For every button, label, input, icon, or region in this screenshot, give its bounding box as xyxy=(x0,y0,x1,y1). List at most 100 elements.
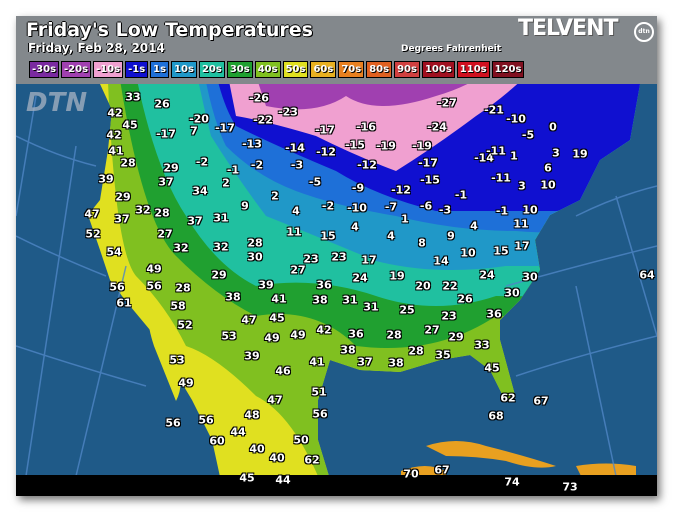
temperature-label: -10 xyxy=(506,112,526,126)
temperature-label: 33 xyxy=(474,338,490,352)
temperature-label: 23 xyxy=(441,309,457,323)
temperature-label: 31 xyxy=(363,300,379,314)
cuba xyxy=(426,441,556,468)
temperature-label: 35 xyxy=(435,348,451,362)
temperature-label: 68 xyxy=(488,409,504,423)
temperature-label: 11 xyxy=(286,225,302,239)
temperature-label: 22 xyxy=(442,279,458,293)
temperature-label: 7 xyxy=(190,124,198,138)
temperature-map-graphic xyxy=(16,84,657,496)
temperature-label: -1 xyxy=(454,188,468,202)
telvent-logo: TELVENT xyxy=(518,16,618,41)
legend-chip: 70s xyxy=(338,61,365,78)
temperature-label: 3 xyxy=(552,146,560,160)
temperature-label: 20 xyxy=(415,279,431,293)
temperature-label: -5 xyxy=(521,128,535,142)
temperature-label: 27 xyxy=(290,263,306,277)
temperature-label: 38 xyxy=(388,356,404,370)
temperature-label: -24 xyxy=(427,120,447,134)
temperature-label: 33 xyxy=(125,90,141,104)
temperature-label: -10 xyxy=(347,201,367,215)
temperature-label: -1 xyxy=(495,204,509,218)
temperature-label: 28 xyxy=(154,206,170,220)
temperature-label: 47 xyxy=(84,207,100,221)
temperature-label: 42 xyxy=(316,323,332,337)
temperature-label: 64 xyxy=(639,268,655,282)
temperature-label: 38 xyxy=(225,290,241,304)
temperature-bands xyxy=(88,84,640,486)
temperature-label: 73 xyxy=(562,480,578,494)
temperature-label: 1 xyxy=(401,212,409,226)
temperature-label: -17 xyxy=(156,127,176,141)
temperature-label: 39 xyxy=(258,278,274,292)
temperature-label: -21 xyxy=(484,103,504,117)
temperature-label: -9 xyxy=(351,181,365,195)
temperature-label: 24 xyxy=(479,268,495,282)
temperature-label: 45 xyxy=(484,361,500,375)
temperature-label: 26 xyxy=(154,97,170,111)
temperature-label: 74 xyxy=(504,475,520,489)
legend-chip: 1s xyxy=(150,61,170,78)
temperature-label: 29 xyxy=(448,330,464,344)
temperature-label: -13 xyxy=(242,137,262,151)
legend-chip: -1s xyxy=(125,61,149,78)
temperature-label: 36 xyxy=(486,307,502,321)
temperature-label: 50 xyxy=(293,433,309,447)
temperature-label: 32 xyxy=(173,241,189,255)
temperature-label: 28 xyxy=(247,236,263,250)
temperature-label: -14 xyxy=(285,141,305,155)
temperature-label: -22 xyxy=(253,113,273,127)
legend-chip: 50s xyxy=(282,61,309,78)
temperature-label: 10 xyxy=(522,203,538,217)
temperature-label: 53 xyxy=(169,353,185,367)
temperature-label: 62 xyxy=(304,453,320,467)
temperature-label: 4 xyxy=(387,229,395,243)
temperature-label: -17 xyxy=(418,156,438,170)
temperature-label: 17 xyxy=(514,239,530,253)
temperature-label: 9 xyxy=(447,229,455,243)
temperature-label: -26 xyxy=(249,91,269,105)
temperature-label: 53 xyxy=(221,329,237,343)
temperature-label: 56 xyxy=(198,413,214,427)
temperature-label: 0 xyxy=(549,120,557,134)
legend-chip: -30s xyxy=(29,61,60,78)
temperature-label: -11 xyxy=(486,144,506,158)
bottom-bar xyxy=(16,475,657,496)
temperature-label: 23 xyxy=(331,250,347,264)
temperature-label: -17 xyxy=(315,123,335,137)
temperature-label: 56 xyxy=(165,416,181,430)
temperature-label: 37 xyxy=(158,175,174,189)
lat-lon-grid xyxy=(16,95,657,477)
temperature-label: -2 xyxy=(321,199,335,213)
temperature-label: 42 xyxy=(106,128,122,142)
temperature-label: 70 xyxy=(403,467,419,481)
temperature-label: 2 xyxy=(271,189,279,203)
temperature-label: 42 xyxy=(107,106,123,120)
temperature-label: 26 xyxy=(457,292,473,306)
temperature-label: -1 xyxy=(226,163,240,177)
temperature-label: 1 xyxy=(510,149,518,163)
temperature-label: -19 xyxy=(376,139,396,153)
temperature-label: 14 xyxy=(433,254,449,268)
temperature-label: -27 xyxy=(437,96,457,110)
temperature-label: 52 xyxy=(85,227,101,241)
temperature-label: 37 xyxy=(114,212,130,226)
temperature-label: 30 xyxy=(522,270,538,284)
temperature-label: 32 xyxy=(135,203,151,217)
temperature-label: 38 xyxy=(312,293,328,307)
temperature-label: -2 xyxy=(195,155,209,169)
temperature-label: 56 xyxy=(312,407,328,421)
temperature-label: 2 xyxy=(222,176,230,190)
temperature-label: 58 xyxy=(170,299,186,313)
temperature-label: -12 xyxy=(357,158,377,172)
temperature-label: 49 xyxy=(264,331,280,345)
temperature-label: -7 xyxy=(384,200,398,214)
temperature-label: 47 xyxy=(267,393,283,407)
temperature-label: 40 xyxy=(269,451,285,465)
legend-chip: 120s xyxy=(491,61,525,78)
color-legend: -30s -20s -10s -1s 1s 10s 20s 30s 40s 50s 60s 70s 80… xyxy=(29,61,525,78)
temperature-label: 67 xyxy=(533,394,549,408)
temperature-label: 36 xyxy=(348,327,364,341)
legend-chip: 40s xyxy=(254,61,281,78)
temperature-label: 15 xyxy=(493,244,509,258)
